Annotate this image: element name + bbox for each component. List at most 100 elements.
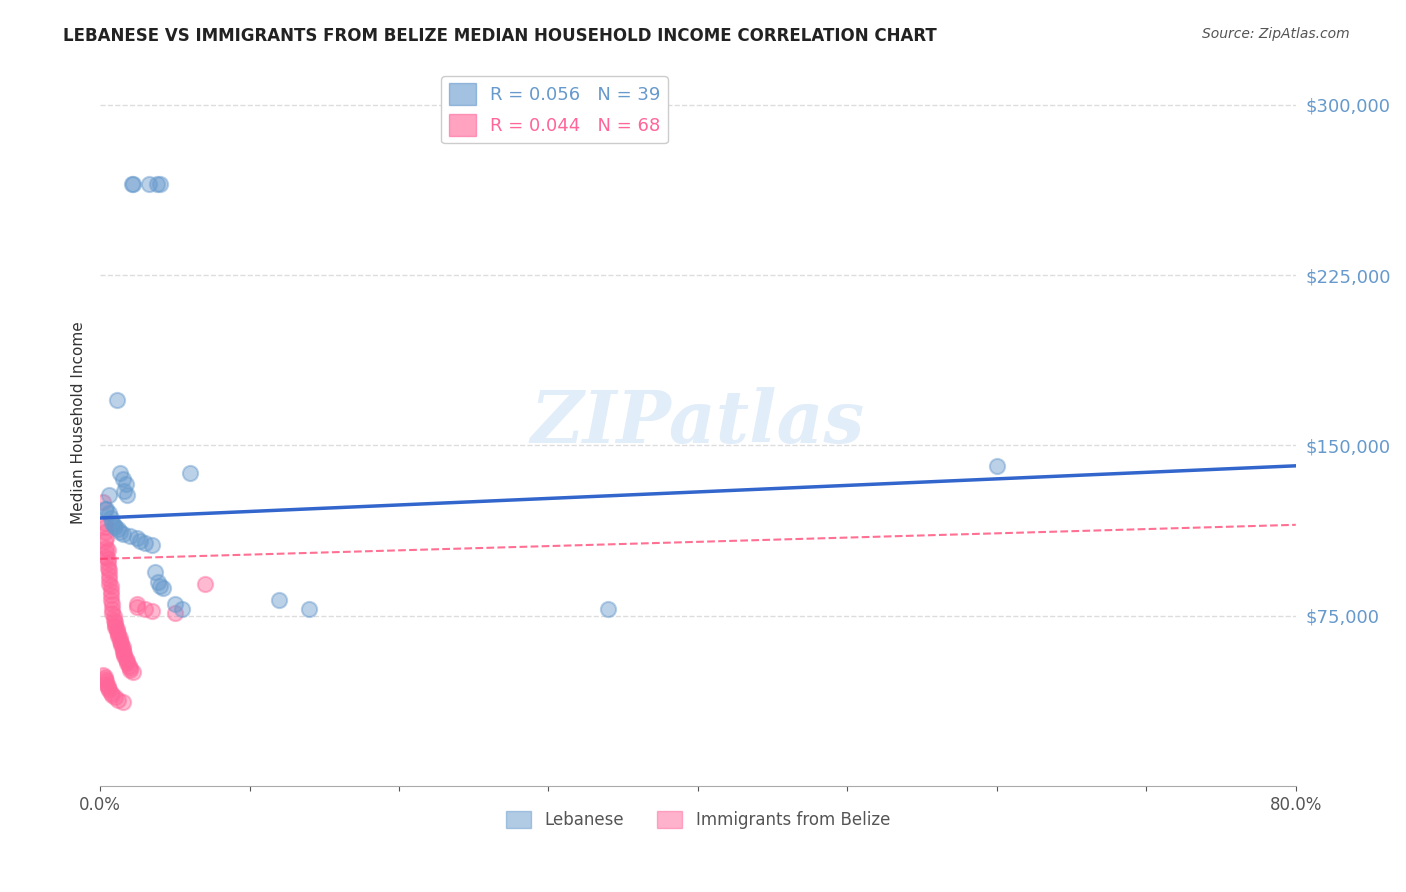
Point xyxy=(97,679,120,693)
Point xyxy=(98,577,121,591)
Point xyxy=(98,488,121,502)
Point xyxy=(98,567,121,582)
Point xyxy=(112,483,135,498)
Point xyxy=(103,613,125,627)
Point xyxy=(103,608,125,623)
Point xyxy=(111,695,134,709)
Point xyxy=(104,690,127,705)
Point xyxy=(112,649,135,664)
Point xyxy=(101,688,124,702)
Point xyxy=(112,647,135,661)
Point xyxy=(134,536,156,550)
Point xyxy=(104,620,127,634)
Point xyxy=(100,511,122,525)
Point xyxy=(986,458,1008,473)
Point xyxy=(101,516,124,530)
Point xyxy=(145,566,167,580)
Point xyxy=(97,681,120,696)
Point xyxy=(100,592,122,607)
Point xyxy=(94,541,117,555)
Point xyxy=(127,532,149,546)
Point xyxy=(94,549,117,564)
Point xyxy=(149,178,172,192)
Point xyxy=(111,472,134,486)
Point xyxy=(269,592,291,607)
Point xyxy=(93,502,115,516)
Point xyxy=(134,601,156,615)
Text: Source: ZipAtlas.com: Source: ZipAtlas.com xyxy=(1202,27,1350,41)
Point xyxy=(105,624,128,639)
Point xyxy=(94,545,117,559)
Point xyxy=(118,663,141,677)
Point xyxy=(98,563,121,577)
Point xyxy=(97,561,120,575)
Point xyxy=(122,665,145,680)
Point xyxy=(129,533,152,548)
Point xyxy=(598,601,620,615)
Point xyxy=(194,577,217,591)
Point xyxy=(101,601,124,615)
Point xyxy=(108,632,131,646)
Point xyxy=(148,574,170,589)
Point xyxy=(127,597,149,611)
Point xyxy=(93,672,115,686)
Point xyxy=(93,670,115,684)
Point xyxy=(298,601,321,615)
Point xyxy=(107,692,129,706)
Point xyxy=(138,178,160,192)
Point xyxy=(97,557,120,571)
Point xyxy=(94,532,117,546)
Point xyxy=(104,617,127,632)
Point xyxy=(111,642,134,657)
Point xyxy=(163,597,186,611)
Point xyxy=(100,583,122,598)
Point xyxy=(111,640,134,655)
Y-axis label: Median Household Income: Median Household Income xyxy=(72,321,86,524)
Point xyxy=(98,507,121,521)
Point xyxy=(110,636,132,650)
Point xyxy=(121,178,143,192)
Point xyxy=(110,638,132,652)
Point xyxy=(97,552,120,566)
Point xyxy=(94,502,117,516)
Point xyxy=(118,661,141,675)
Point xyxy=(115,657,138,671)
Point xyxy=(93,524,115,539)
Point xyxy=(104,520,127,534)
Point xyxy=(152,582,174,596)
Point xyxy=(105,392,128,407)
Point xyxy=(114,477,136,491)
Point xyxy=(117,658,139,673)
Point xyxy=(100,686,122,700)
Point xyxy=(100,588,122,602)
Point xyxy=(122,178,145,192)
Legend: Lebanese, Immigrants from Belize: Lebanese, Immigrants from Belize xyxy=(499,804,897,836)
Point xyxy=(141,538,163,552)
Point xyxy=(127,599,149,614)
Point xyxy=(108,524,131,539)
Point xyxy=(91,667,114,681)
Point xyxy=(105,622,128,636)
Point xyxy=(108,466,131,480)
Point xyxy=(111,527,134,541)
Point xyxy=(107,522,129,536)
Point xyxy=(115,488,138,502)
Point xyxy=(94,674,117,689)
Point xyxy=(94,676,117,690)
Point xyxy=(149,579,172,593)
Point xyxy=(101,607,124,621)
Point xyxy=(104,615,127,630)
Point xyxy=(91,495,114,509)
Point xyxy=(107,629,129,643)
Point xyxy=(93,533,115,548)
Point xyxy=(146,178,169,192)
Point xyxy=(114,651,136,665)
Point xyxy=(93,516,115,530)
Point xyxy=(118,529,141,543)
Point xyxy=(101,597,124,611)
Text: LEBANESE VS IMMIGRANTS FROM BELIZE MEDIAN HOUSEHOLD INCOME CORRELATION CHART: LEBANESE VS IMMIGRANTS FROM BELIZE MEDIA… xyxy=(63,27,936,45)
Point xyxy=(115,654,138,668)
Point xyxy=(97,542,120,557)
Point xyxy=(179,466,201,480)
Point xyxy=(98,683,121,698)
